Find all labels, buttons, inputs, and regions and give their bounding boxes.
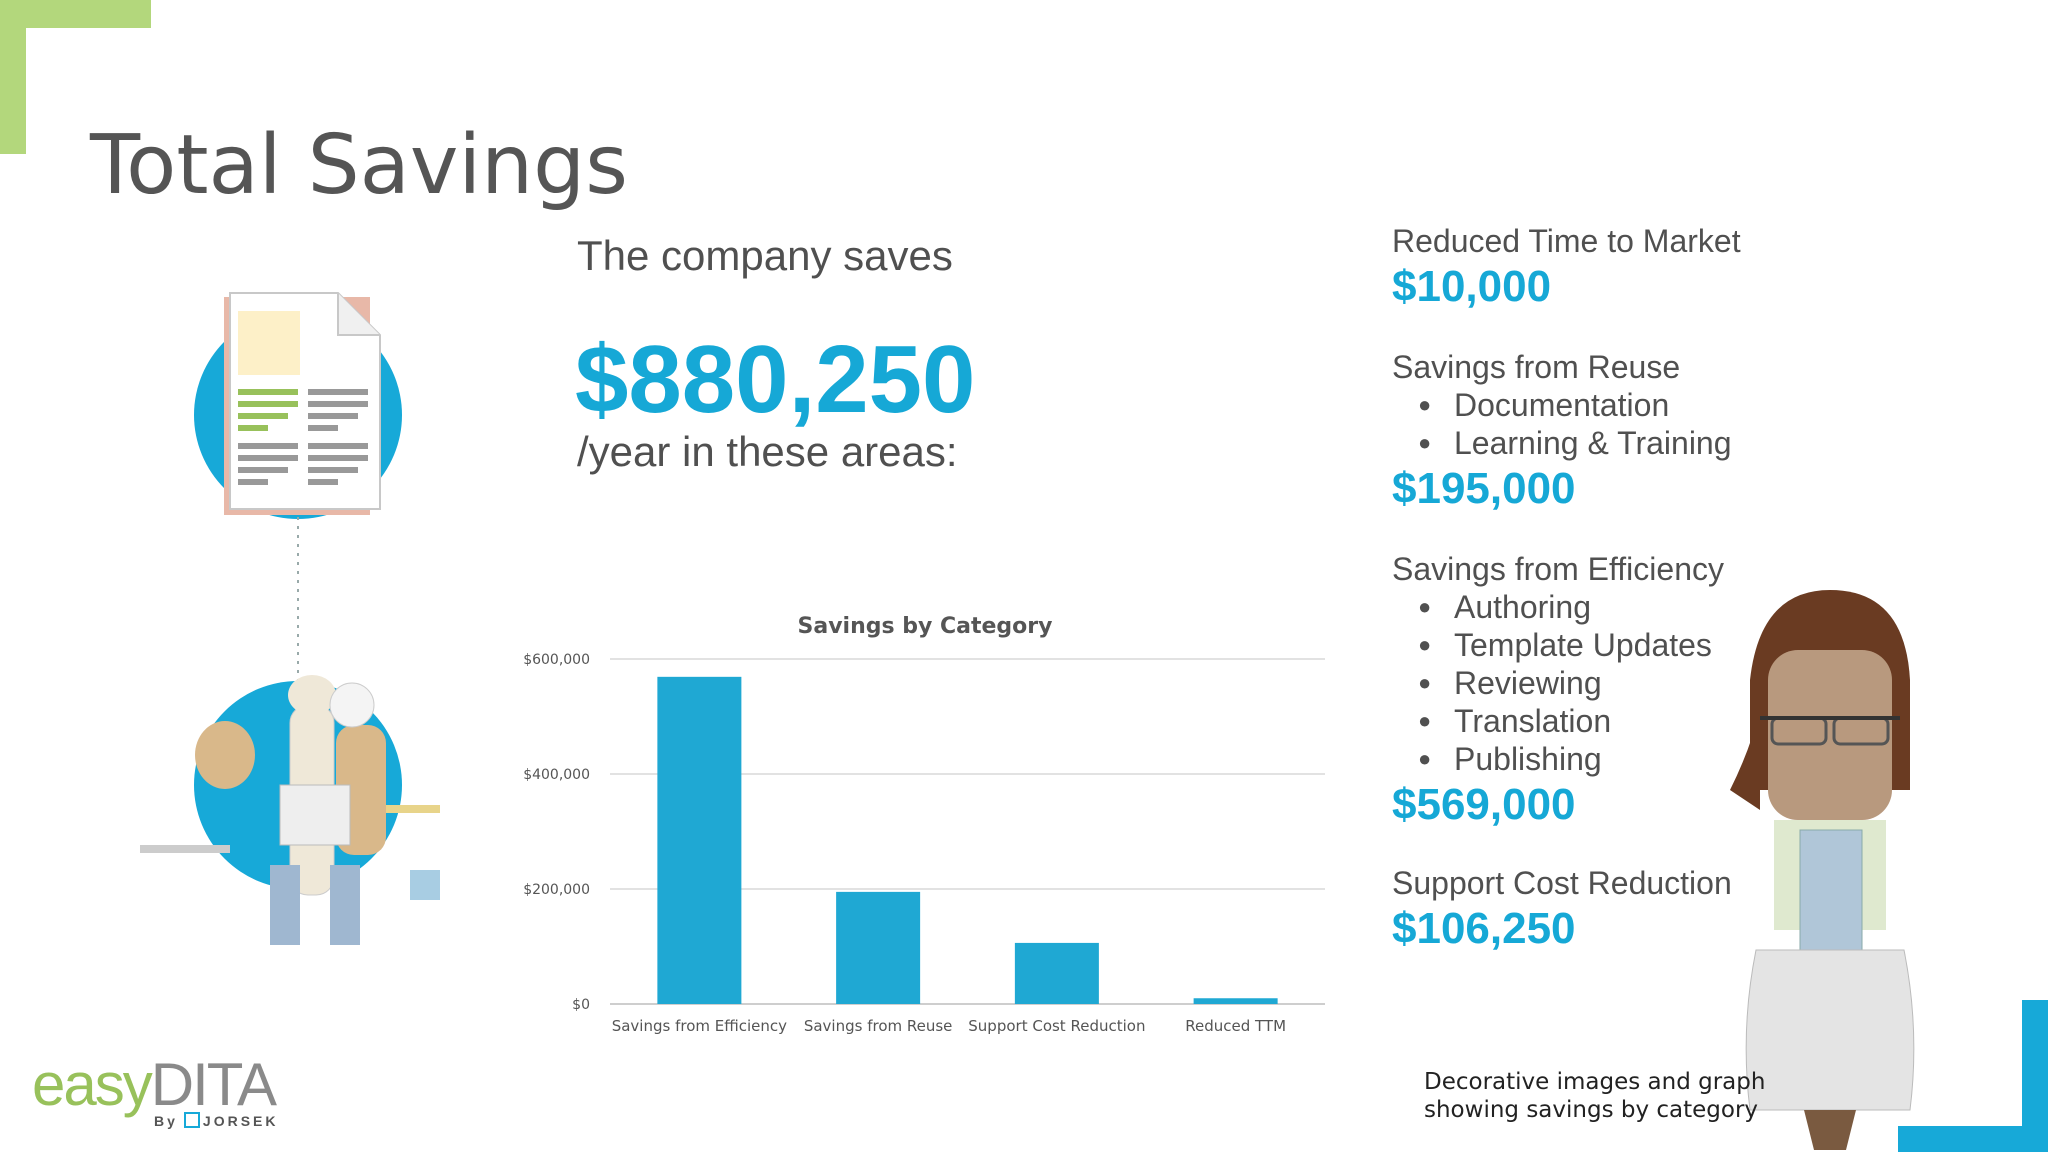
total-savings-value: $880,250 xyxy=(575,326,976,433)
note-line: showing savings by category xyxy=(1424,1097,1759,1123)
category-amount: $569,000 xyxy=(1392,780,1576,829)
category-title: Reduced Time to Market xyxy=(1392,223,1741,259)
savings-suffix: /year in these areas: xyxy=(577,428,958,475)
chart-bars xyxy=(657,676,1278,1004)
category-reuse: Savings from Reuse ● Documentation ● Learn… xyxy=(1392,348,1772,516)
y-tick-label: $200,000 xyxy=(523,882,590,898)
chart-bar xyxy=(1014,942,1099,1004)
category-efficiency: Savings from Efficiency ● Authoring ● Temp… xyxy=(1392,550,1772,832)
list-item: ● Translation xyxy=(1418,703,1612,739)
chart-bar xyxy=(836,891,921,1004)
easydita-logo: easyDITA xyxy=(32,1051,277,1118)
chart-bar xyxy=(1193,998,1278,1004)
bullet-icon: ● xyxy=(1418,430,1432,455)
jorsek-logo-icon xyxy=(183,1112,200,1128)
savings-bar-chart: Savings by Category $0 $200,000 $400,000 $6… xyxy=(523,614,1325,1035)
bullet-icon: ● xyxy=(1418,746,1432,771)
category-amount: $10,000 xyxy=(1392,262,1552,311)
bullet-icon: ● xyxy=(1418,670,1432,695)
category-title: Savings from Efficiency xyxy=(1392,551,1724,587)
decorative-illustration xyxy=(140,292,440,945)
category-items: ● Authoring ● Template Updates ● Reviewing … xyxy=(1392,588,1772,778)
y-tick-label: $600,000 xyxy=(523,652,590,668)
chart-x-axis: Savings from Efficiency Savings from Reus… xyxy=(612,1017,1286,1035)
savings-intro: The company saves xyxy=(577,232,953,279)
category-reduced-ttm: Reduced Time to Market $10,000 xyxy=(1392,222,1772,314)
list-item: ● Documentation xyxy=(1418,387,1670,423)
bullet-icon: ● xyxy=(1418,632,1432,657)
accessibility-note: Decorative images and graph showing savi… xyxy=(1424,1068,1765,1124)
category-title: Savings from Reuse xyxy=(1392,349,1681,385)
document-icon xyxy=(194,292,402,519)
bullet-icon: ● xyxy=(1418,594,1432,619)
category-title: Support Cost Reduction xyxy=(1392,865,1732,901)
category-support: Support Cost Reduction $106,250 xyxy=(1392,864,1772,956)
character-illustration xyxy=(1730,590,1915,1150)
bullet-icon: ● xyxy=(1418,708,1432,733)
category-amount: $195,000 xyxy=(1392,464,1576,513)
list-item: ● Publishing xyxy=(1418,741,1602,777)
list-item: ● Learning & Training xyxy=(1418,425,1732,461)
y-tick-label: $400,000 xyxy=(523,767,590,783)
list-item: ● Reviewing xyxy=(1418,665,1602,701)
x-category-label: Savings from Efficiency xyxy=(612,1017,787,1035)
logo-byline: By JORSEK xyxy=(154,1112,279,1129)
woman-icon xyxy=(1730,590,1915,1150)
chart-title: Savings by Category xyxy=(798,614,1053,639)
chart-y-axis: $0 $200,000 $400,000 $600,000 xyxy=(523,652,590,1013)
bullet-icon: ● xyxy=(1418,392,1432,417)
note-line: Decorative images and graph xyxy=(1424,1069,1766,1095)
category-amount: $106,250 xyxy=(1392,904,1576,953)
x-category-label: Reduced TTM xyxy=(1185,1017,1286,1035)
people-icon xyxy=(140,675,440,945)
corner-accent-green-vertical xyxy=(0,0,26,154)
chart-bar xyxy=(657,676,742,1004)
page-title: Total Savings xyxy=(90,118,628,213)
list-item: ● Authoring xyxy=(1418,589,1591,625)
y-tick-label: $0 xyxy=(572,997,590,1013)
corner-accent-blue-vertical xyxy=(2022,1000,2048,1152)
x-category-label: Savings from Reuse xyxy=(804,1017,953,1035)
category-items: ● Documentation ● Learning & Training xyxy=(1392,386,1772,462)
list-item: ● Template Updates xyxy=(1418,627,1712,663)
x-category-label: Support Cost Reduction xyxy=(968,1017,1145,1035)
